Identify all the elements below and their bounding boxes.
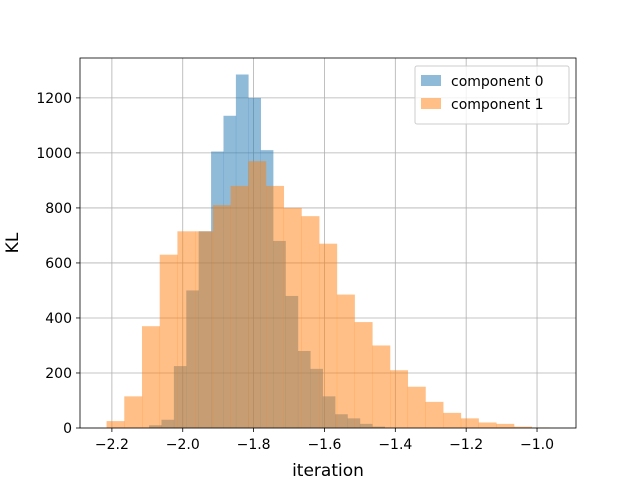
y-tick-label: 800 (45, 201, 72, 217)
bar-series-1 (195, 231, 214, 428)
y-tick-label: 0 (63, 421, 72, 437)
x-tick-label: −1.4 (378, 437, 412, 453)
bar-series-1 (266, 185, 285, 428)
plot-frame (79, 57, 577, 429)
bar-series-1 (177, 231, 196, 428)
legend-box (414, 65, 570, 125)
y-tick-label: 1200 (36, 91, 72, 107)
legend: component 0 component 1 (414, 65, 570, 125)
y-axis-label: KL (3, 232, 23, 253)
bar-series-1 (248, 161, 267, 428)
bar-series-1 (407, 386, 426, 428)
bar-series-1 (478, 422, 497, 428)
bar-series-1 (390, 370, 409, 428)
bar-series-1 (212, 205, 231, 428)
y-axis-ticks: 0 200 400 600 800 1000 1200 (36, 91, 80, 437)
bar-series-1 (460, 418, 479, 428)
x-tick-label: −1.2 (449, 437, 483, 453)
x-tick-label: −2.0 (166, 437, 200, 453)
bar-series-1 (354, 322, 373, 428)
bar-series-1 (159, 254, 178, 428)
bar-series-1 (443, 412, 462, 428)
bar-series-1 (301, 216, 320, 428)
y-tick-label: 200 (45, 366, 72, 382)
bar-series-1 (124, 396, 143, 428)
legend-swatch (421, 75, 441, 86)
bar-series-1 (230, 185, 249, 428)
y-tick-label: 1000 (36, 146, 72, 162)
bar-series-1 (336, 294, 355, 428)
y-tick-label: 400 (45, 311, 72, 327)
bar-series-1 (319, 243, 338, 428)
x-tick-label: −1.0 (520, 437, 554, 453)
bar-series-1 (142, 326, 161, 428)
bars (106, 74, 550, 428)
bar-series-1 (496, 423, 515, 428)
bar-series-1 (425, 401, 444, 428)
legend-label: component 0 (451, 74, 544, 90)
x-tick-label: −1.8 (237, 437, 271, 453)
x-axis-ticks: −2.2 −2.0 −1.8 −1.6 −1.4 −1.2 −1.0 (95, 428, 554, 453)
bar-series-1 (106, 421, 125, 428)
x-tick-label: −2.2 (95, 437, 129, 453)
legend-swatch (421, 98, 441, 109)
x-axis-label: iteration (292, 461, 364, 480)
bar-series-1 (514, 426, 533, 428)
legend-label: component 1 (451, 97, 544, 113)
bar-series-1 (283, 207, 302, 428)
bar-series-1 (372, 345, 391, 428)
x-tick-label: −1.6 (307, 437, 341, 453)
y-tick-label: 600 (45, 256, 72, 272)
